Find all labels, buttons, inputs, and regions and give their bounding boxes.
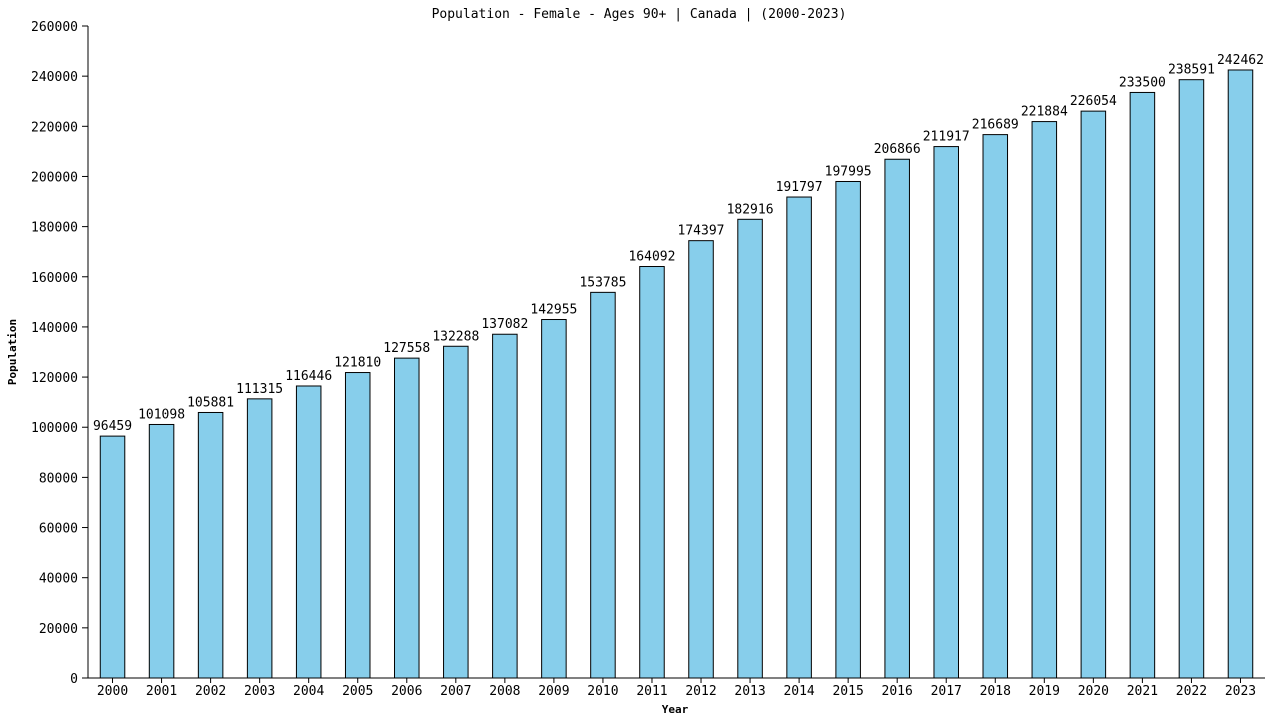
- bar: [1080, 110, 1107, 679]
- data-label: 116446: [285, 369, 332, 384]
- data-labels-group: 96459 10109810588111131511644612181012755…: [93, 53, 1264, 434]
- y-tick-label: 200000: [31, 170, 78, 185]
- data-label: 206866: [874, 142, 921, 157]
- x-tick-label: 2019: [1029, 684, 1060, 699]
- y-tick-label: 140000: [31, 321, 78, 336]
- bar: [884, 158, 910, 679]
- bar: [1031, 121, 1058, 679]
- bar: [737, 218, 763, 679]
- x-tick-label: 2003: [244, 684, 275, 699]
- data-label: 121810: [334, 356, 381, 371]
- y-tick-label: 120000: [31, 371, 78, 386]
- data-label: 191797: [776, 180, 823, 195]
- x-tick-label: 2001: [146, 684, 177, 699]
- bar: [933, 146, 959, 679]
- x-tick-label: 2011: [636, 684, 667, 699]
- data-label: 182916: [727, 202, 774, 217]
- data-label: 153785: [579, 275, 626, 290]
- x-tick-label: 2014: [783, 684, 814, 699]
- x-tick-label: 2017: [931, 684, 962, 699]
- x-tick-label: 2008: [489, 684, 520, 699]
- x-tick-label: 2022: [1176, 684, 1207, 699]
- data-label: 137082: [481, 317, 528, 332]
- x-tick-label: 2004: [293, 684, 324, 699]
- x-tick-label: 2010: [587, 684, 618, 699]
- data-label: 105881: [187, 395, 234, 410]
- bar: [835, 180, 861, 679]
- x-tick-label: 2012: [685, 684, 716, 699]
- data-label: 226054: [1070, 94, 1117, 109]
- data-label: 233500: [1119, 75, 1166, 90]
- y-tick-label: 0: [70, 672, 78, 687]
- bar: [639, 266, 665, 679]
- bar: [688, 240, 714, 679]
- x-tick-label: 2000: [97, 684, 128, 699]
- data-label: 127558: [383, 341, 430, 356]
- bar: [1129, 91, 1156, 679]
- data-label: 221884: [1021, 105, 1068, 120]
- bar: [1178, 79, 1205, 679]
- bar: [246, 398, 273, 679]
- bar: [394, 357, 420, 679]
- bar: [148, 423, 175, 679]
- y-tick-label: 180000: [31, 221, 78, 236]
- x-tick-label: 2016: [882, 684, 913, 699]
- data-label: 242462: [1217, 53, 1264, 68]
- x-tick-label: 2002: [195, 684, 226, 699]
- bar: [541, 319, 567, 679]
- bars-group: [99, 69, 1254, 679]
- data-label: 174397: [678, 224, 725, 239]
- x-axis-label: Year: [662, 703, 689, 716]
- data-label: 216689: [972, 118, 1019, 133]
- y-axis: 0 20000 40000 60000 80000 100000 120000 140000 1…: [31, 20, 89, 687]
- y-tick-label: 160000: [31, 271, 78, 286]
- x-tick-label: 2021: [1127, 684, 1158, 699]
- x-tick-label: 2007: [440, 684, 471, 699]
- y-tick-label: 40000: [39, 572, 78, 587]
- data-label: 164092: [628, 250, 675, 265]
- x-tick-label: 2015: [832, 684, 863, 699]
- x-tick-label: 2023: [1225, 684, 1256, 699]
- data-label: 197995: [825, 164, 872, 179]
- bar: [982, 134, 1009, 679]
- y-tick-label: 80000: [39, 471, 78, 486]
- y-tick-label: 220000: [31, 120, 78, 135]
- bar: [344, 372, 371, 679]
- data-label: 96459: [93, 419, 132, 434]
- y-axis-label: Population: [6, 319, 19, 385]
- bar: [590, 291, 616, 679]
- bar: [786, 196, 812, 679]
- bar: [99, 435, 126, 679]
- y-tick-label: 240000: [31, 70, 78, 85]
- bar: [492, 333, 518, 679]
- chart-title: Population - Female - Ages 90+ | Canada …: [432, 7, 847, 22]
- data-label: 211917: [923, 130, 970, 145]
- bar: [1227, 69, 1254, 679]
- x-tick-label: 2013: [734, 684, 765, 699]
- data-label: 111315: [236, 382, 283, 397]
- data-label: 101098: [138, 407, 185, 422]
- y-tick-label: 20000: [39, 622, 78, 637]
- y-tick-label: 100000: [31, 421, 78, 436]
- x-tick-label: 2006: [391, 684, 422, 699]
- data-label: 132288: [432, 329, 479, 344]
- bar: [443, 345, 469, 679]
- x-tick-label: 2018: [980, 684, 1011, 699]
- y-tick-label: 260000: [31, 20, 78, 35]
- bar: [295, 385, 322, 679]
- x-tick-label: 2009: [538, 684, 569, 699]
- x-tick-label: 2020: [1078, 684, 1109, 699]
- bar: [197, 411, 224, 679]
- x-axis: 2000 2001 2002 2003 2004 2005 2006 2007 2008 2009…: [88, 677, 1265, 699]
- x-tick-label: 2005: [342, 684, 373, 699]
- data-label: 238591: [1168, 63, 1215, 78]
- y-tick-label: 60000: [39, 522, 78, 537]
- data-label: 142955: [530, 303, 577, 318]
